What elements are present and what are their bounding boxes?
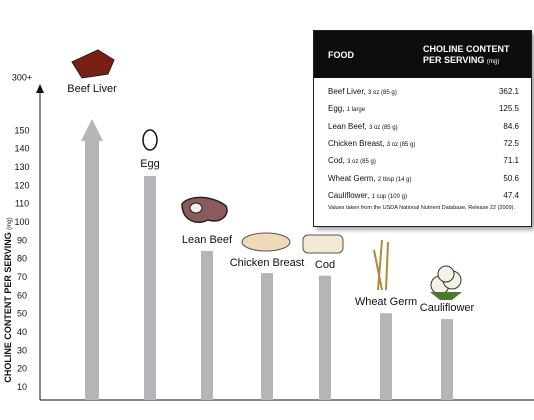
food-name: Lean Beef,: [328, 121, 367, 131]
choline-value: 125.5: [498, 104, 519, 114]
bar: [380, 313, 392, 400]
y-tick-label: 20: [17, 364, 27, 374]
y-tick-label: 70: [17, 272, 27, 282]
table-note: Values taken from the USDA National Nutr…: [328, 205, 515, 211]
bar: [319, 275, 331, 400]
icon-lean-beef: [181, 196, 228, 224]
y-axis-label: CHOLINE CONTENT PER SERVING (mg): [3, 217, 13, 382]
y-tick-label: 10: [17, 382, 27, 392]
serving-size: 2 tbsp (14 g): [377, 176, 412, 183]
y-tick-label: 110: [15, 199, 29, 209]
food-name: Cod,: [328, 156, 345, 166]
y-tick-label: 100: [14, 217, 29, 227]
food-name: Wheat Germ,: [328, 173, 376, 183]
bar: [441, 319, 453, 400]
y-tick-label: 300+: [12, 72, 32, 82]
table-row: Beef Liver, 3 oz (85 g) 362.1: [328, 85, 519, 99]
icon-chicken: [241, 232, 291, 252]
category-label: Cod: [315, 259, 335, 271]
y-tick-label: 150: [14, 125, 29, 135]
category-label: Wheat Germ: [355, 296, 417, 308]
icon-cauliflower: [430, 265, 462, 300]
serving-size: 3 oz (85 g): [368, 124, 398, 131]
table-row: Cod, 3 oz (85 g) 71.1: [328, 154, 519, 168]
y-tick-label: 40: [17, 327, 27, 337]
icon-beef-liver: [71, 49, 115, 79]
serving-size: 3 oz (85 g): [347, 159, 376, 166]
y-tick-label: 130: [14, 162, 29, 172]
bar: [144, 175, 156, 400]
food-name: Beef Liver,: [328, 87, 366, 96]
choline-value: 362.1: [498, 87, 519, 96]
bar: [85, 141, 99, 400]
choline-value: 72.5: [503, 138, 519, 148]
category-label: Egg: [140, 158, 160, 170]
category-label: Cauliflower: [420, 302, 475, 314]
category-label: Beef Liver: [67, 83, 117, 95]
bar: [261, 273, 273, 400]
table-row: Egg, 1 large 125.5: [328, 102, 519, 116]
y-tick-label: 30: [17, 345, 27, 355]
choline-value: 50.6: [503, 173, 519, 183]
y-axis-arrow: [36, 84, 44, 93]
y-tick-label: 60: [17, 290, 27, 300]
header-food: FOOD: [328, 50, 354, 60]
table-row: Cauliflower, 1 cup (100 g) 47.4: [328, 189, 519, 203]
value-table: FOOD CHOLINE CONTENT PER SERVING (mg) Va…: [313, 30, 532, 227]
header-text: CHOLINE CONTENT PER SERVING: [423, 44, 510, 65]
y-tick-label: 90: [17, 235, 27, 245]
y-tick-label: 120: [14, 180, 29, 190]
choline-value: 84.6: [503, 121, 519, 131]
icon-wheat: [373, 239, 389, 291]
food-name: Egg,: [328, 104, 345, 114]
category-label: Lean Beef: [182, 234, 233, 246]
table-row: Wheat Germ, 2 tbsp (14 g) 50.6: [328, 172, 519, 186]
bar: [201, 250, 213, 400]
table-header: FOOD CHOLINE CONTENT PER SERVING (mg): [314, 31, 531, 78]
serving-size: 3 oz (85 g): [386, 141, 416, 148]
bar-overflow-arrow: [81, 119, 103, 141]
header-unit: (mg): [486, 59, 500, 65]
choline-value: 47.4: [503, 190, 519, 200]
food-name: Cauliflower,: [328, 190, 370, 200]
y-tick-label: 140: [14, 144, 29, 154]
food-name: Chicken Breast,: [328, 138, 385, 148]
serving-size: 1 cup (100 g): [371, 193, 407, 200]
icon-egg: [142, 129, 158, 151]
table-row: Lean Beef, 3 oz (85 g) 84.6: [328, 120, 519, 134]
serving-size: 3 oz (85 g): [368, 90, 397, 96]
serving-size: 1 large: [346, 107, 366, 114]
y-tick-label: 50: [17, 309, 27, 319]
y-label-unit: (mg): [7, 217, 13, 229]
header-content: CHOLINE CONTENT PER SERVING (mg): [423, 44, 519, 68]
category-label: Chicken Breast: [230, 257, 305, 269]
choline-value: 71.1: [503, 156, 519, 166]
y-label-text: CHOLINE CONTENT PER SERVING: [3, 232, 13, 382]
icon-cod: [302, 234, 344, 254]
table-row: Chicken Breast, 3 oz (85 g) 72.5: [328, 137, 519, 151]
y-tick-label: 80: [17, 254, 27, 264]
